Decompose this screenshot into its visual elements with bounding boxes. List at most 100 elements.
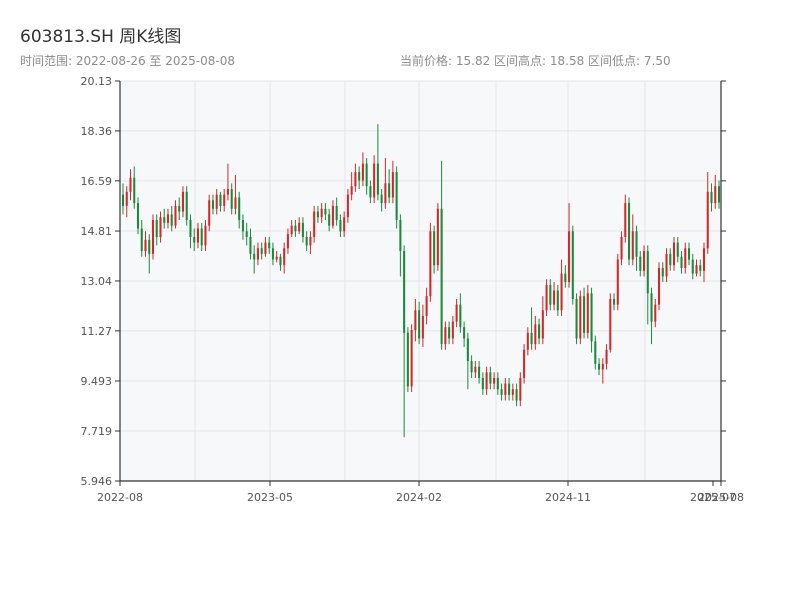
candle-body bbox=[380, 194, 383, 204]
candle-body bbox=[717, 186, 721, 203]
candle bbox=[170, 205, 173, 232]
candle bbox=[204, 220, 207, 252]
candle bbox=[125, 186, 128, 218]
candle-body bbox=[504, 383, 507, 395]
candle bbox=[406, 327, 409, 393]
candle-body bbox=[541, 310, 544, 339]
candle bbox=[365, 157, 368, 195]
candle-body bbox=[283, 248, 286, 266]
candle-body bbox=[324, 208, 327, 215]
candle-body bbox=[208, 200, 211, 226]
candle bbox=[241, 214, 244, 240]
candle bbox=[298, 217, 301, 235]
candle bbox=[631, 214, 634, 266]
candle bbox=[425, 287, 428, 325]
candle-body bbox=[669, 253, 672, 266]
candle-body bbox=[609, 298, 612, 350]
candle-body bbox=[590, 293, 593, 342]
candle-body bbox=[436, 208, 439, 266]
candle bbox=[613, 293, 616, 311]
candle bbox=[196, 222, 199, 249]
candle bbox=[316, 205, 319, 223]
candle bbox=[181, 186, 185, 218]
candle-body bbox=[298, 222, 301, 232]
candle-body bbox=[193, 236, 196, 243]
candle-body bbox=[125, 191, 128, 206]
candle bbox=[504, 377, 507, 401]
candle bbox=[256, 242, 259, 266]
candle bbox=[223, 189, 226, 212]
candle-body bbox=[159, 217, 162, 237]
candle-body bbox=[463, 327, 466, 339]
candle-body bbox=[564, 273, 567, 283]
y-tick-label: 7.719 bbox=[81, 425, 113, 438]
candle-body bbox=[260, 248, 263, 254]
candle bbox=[478, 361, 481, 384]
y-tick-label: 16.59 bbox=[81, 175, 113, 188]
candle bbox=[714, 174, 717, 209]
candle-body bbox=[676, 242, 679, 257]
candle bbox=[429, 222, 432, 302]
candle bbox=[159, 211, 162, 243]
candle-body bbox=[286, 234, 289, 249]
candle bbox=[361, 152, 364, 187]
candle-body bbox=[223, 194, 226, 206]
y-tick-label: 13.04 bbox=[81, 275, 113, 288]
candle bbox=[260, 242, 263, 260]
candle-body bbox=[264, 242, 267, 254]
candle bbox=[643, 245, 646, 277]
candle bbox=[421, 304, 424, 347]
y-tick-label: 11.27 bbox=[81, 325, 113, 338]
candle-body bbox=[455, 304, 458, 322]
y-tick-label: 5.946 bbox=[81, 475, 113, 488]
candle-body bbox=[388, 183, 391, 198]
candle bbox=[661, 262, 664, 283]
candle-body bbox=[515, 389, 518, 401]
candle-body bbox=[421, 315, 424, 339]
candle-body bbox=[200, 228, 203, 246]
candle bbox=[384, 157, 387, 209]
candle-body bbox=[489, 372, 492, 384]
candle-body bbox=[680, 256, 683, 268]
candle bbox=[166, 208, 170, 229]
y-tick-label: 14.81 bbox=[81, 225, 113, 238]
candle bbox=[541, 296, 544, 345]
candle-body bbox=[448, 327, 451, 339]
candle-body bbox=[605, 349, 608, 364]
candle bbox=[301, 217, 304, 243]
candle bbox=[549, 279, 552, 311]
candle bbox=[459, 293, 462, 333]
candle bbox=[598, 358, 601, 376]
candle bbox=[444, 321, 447, 350]
candle bbox=[616, 253, 619, 311]
candle bbox=[586, 284, 589, 339]
candle bbox=[151, 214, 155, 260]
candle bbox=[309, 231, 312, 254]
candle-body bbox=[384, 183, 387, 204]
candle-body bbox=[350, 186, 353, 195]
candle-body bbox=[620, 236, 623, 260]
candle bbox=[133, 166, 136, 209]
candle-body bbox=[369, 186, 372, 198]
candle bbox=[395, 166, 398, 229]
candle bbox=[376, 124, 379, 201]
candle-body bbox=[406, 332, 409, 387]
candle bbox=[144, 231, 147, 257]
candle-body bbox=[170, 214, 173, 226]
candle-body bbox=[624, 203, 627, 237]
candle bbox=[211, 194, 214, 215]
candle bbox=[215, 189, 218, 215]
candle bbox=[271, 242, 274, 266]
candle bbox=[264, 236, 267, 257]
candle bbox=[346, 189, 349, 223]
candle-body bbox=[331, 205, 334, 226]
candle bbox=[545, 279, 548, 316]
candle bbox=[594, 335, 597, 370]
candle-body bbox=[444, 327, 447, 345]
candle bbox=[665, 248, 668, 283]
candle bbox=[680, 251, 683, 274]
candle-body bbox=[343, 217, 346, 232]
candle bbox=[530, 307, 533, 350]
candle-body bbox=[706, 191, 709, 249]
